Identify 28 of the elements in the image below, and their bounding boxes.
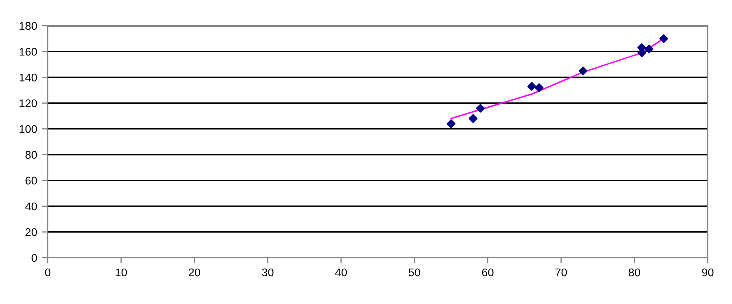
y-tick-label: 0 bbox=[32, 254, 38, 262]
x-tick-label: 40 bbox=[335, 268, 348, 277]
x-tick-label: 0 bbox=[45, 268, 51, 277]
x-tick-label: 70 bbox=[556, 268, 568, 277]
y-tick-label: 160 bbox=[20, 48, 38, 56]
x-tick-label: 10 bbox=[116, 268, 128, 277]
y-tick-label: 140 bbox=[20, 74, 38, 82]
x-tick-label: 60 bbox=[482, 268, 494, 277]
y-tick-label: 100 bbox=[20, 125, 38, 134]
point bbox=[534, 83, 544, 92]
x-tick-label: 50 bbox=[408, 268, 420, 277]
y-tick-label: 20 bbox=[26, 228, 38, 236]
x-tick-label: 20 bbox=[189, 268, 200, 277]
y-tick-label: 60 bbox=[26, 176, 38, 185]
x-tick-label: 80 bbox=[628, 268, 640, 277]
point bbox=[468, 114, 478, 124]
x-tick-label: 30 bbox=[262, 268, 274, 277]
point bbox=[644, 44, 654, 54]
y-tick-label: 80 bbox=[26, 151, 38, 160]
y-tick-label: 180 bbox=[20, 22, 38, 30]
point bbox=[528, 82, 536, 91]
point bbox=[476, 104, 486, 113]
point bbox=[578, 66, 588, 76]
point bbox=[446, 120, 456, 128]
y-tick-label: 120 bbox=[20, 100, 38, 108]
y-tick-label: 40 bbox=[25, 202, 38, 211]
point bbox=[660, 34, 668, 44]
x-tick-label: 90 bbox=[702, 268, 714, 277]
